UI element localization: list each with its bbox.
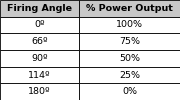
Bar [0,17,79,33]
Bar [79,0,180,17]
Text: 180º: 180º [28,87,51,96]
Bar [0,67,79,83]
Text: 100%: 100% [116,20,143,30]
Bar [79,50,180,67]
Text: Firing Angle: Firing Angle [7,4,72,13]
Bar [0,0,79,17]
Text: 66º: 66º [31,37,48,46]
Bar [0,50,79,67]
Bar [79,67,180,83]
Bar [0,33,79,50]
Bar [79,33,180,50]
Text: 0º: 0º [34,20,45,30]
Text: 25%: 25% [119,70,140,80]
Text: 50%: 50% [119,54,140,63]
Text: 90º: 90º [31,54,48,63]
Bar [79,17,180,33]
Text: 0%: 0% [122,87,137,96]
Text: % Power Output: % Power Output [86,4,173,13]
Bar [79,83,180,100]
Text: 75%: 75% [119,37,140,46]
Text: 114º: 114º [28,70,51,80]
Bar [0,83,79,100]
